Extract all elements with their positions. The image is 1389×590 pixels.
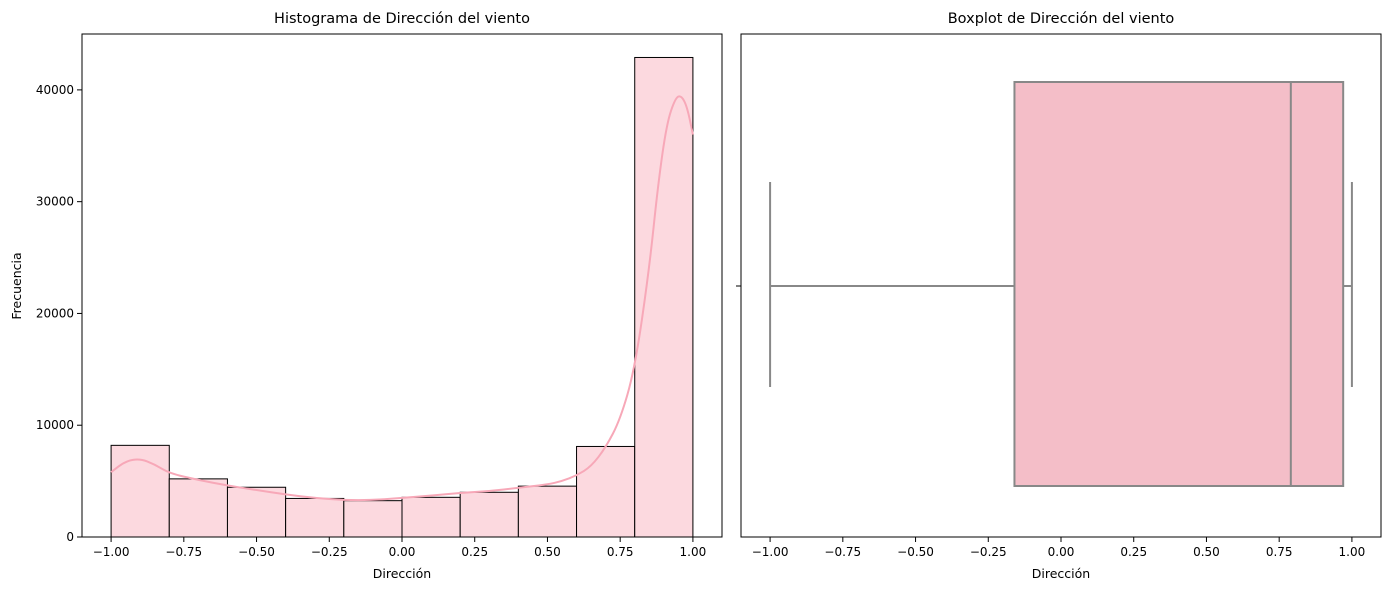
histogram-bar <box>401 496 461 538</box>
histogram-x-tick-label: 1.00 <box>680 545 707 559</box>
histogram-x-tick-label: −1.00 <box>93 545 130 559</box>
histogram-y-tick-label: 0 <box>66 530 74 544</box>
boxplot-x-axis-label: Dirección <box>1032 566 1090 581</box>
boxplot-x-tick-label: 0.25 <box>1120 545 1147 559</box>
histogram-y-tick-label: 20000 <box>36 306 74 320</box>
boxplot-x-tick-label: −0.50 <box>897 545 934 559</box>
histogram-bar <box>576 445 636 538</box>
histogram-bar <box>634 56 694 538</box>
boxplot-panel: Boxplot de Dirección del viento −1.00 −0.… <box>736 11 1382 581</box>
histogram-bar <box>168 478 228 538</box>
histogram-y-tick-label: 30000 <box>36 195 74 209</box>
histogram-panel: Histograma de Dirección del viento −1.00… <box>9 11 723 581</box>
histogram-kde-layer <box>110 95 694 502</box>
boxplot-x-tick-label: 0.00 <box>1048 545 1075 559</box>
histogram-x-tick-label: 0.25 <box>461 545 488 559</box>
boxplot-x-tick-label: −1.00 <box>752 545 789 559</box>
histogram-x-tick-label: 0.50 <box>534 545 561 559</box>
boxplot-x-tick-label: −0.25 <box>970 545 1007 559</box>
boxplot-title: Boxplot de Dirección del viento <box>948 11 1175 27</box>
histogram-x-ticks: −1.00 −0.75 −0.50 −0.25 0.00 0.25 0.50 0.75 1.00 <box>93 537 707 559</box>
boxplot-x-ticks: −1.00 −0.75 −0.50 −0.25 0.00 0.25 0.50 0.75 1.00 <box>752 537 1366 559</box>
histogram-y-ticks: 0 10000 20000 30000 40000 <box>36 83 82 544</box>
histogram-y-tick-label: 10000 <box>36 418 74 432</box>
histogram-bar <box>343 500 403 538</box>
boxplot-x-tick-label: 0.75 <box>1266 545 1293 559</box>
boxplot-layer <box>769 81 1353 487</box>
histogram-x-tick-label: −0.25 <box>311 545 348 559</box>
histogram-title: Histograma de Dirección del viento <box>274 11 530 27</box>
histogram-x-tick-label: 0.75 <box>607 545 634 559</box>
histogram-bar <box>226 486 287 538</box>
histogram-x-tick-label: −0.75 <box>165 545 202 559</box>
boxplot-x-tick-label: −0.75 <box>824 545 861 559</box>
histogram-x-axis-label: Dirección <box>373 566 431 581</box>
histogram-bar <box>517 485 578 538</box>
histogram-y-tick-label: 40000 <box>36 83 74 97</box>
histogram-x-tick-label: 0.00 <box>389 545 416 559</box>
histogram-x-tick-label: −0.50 <box>238 545 275 559</box>
histogram-bars-layer <box>110 56 694 538</box>
histogram-bar <box>459 491 519 538</box>
histogram-y-axis-label: Frecuencia <box>9 252 24 319</box>
boxplot-box <box>1013 81 1345 487</box>
boxplot-x-tick-label: 0.50 <box>1193 545 1220 559</box>
histogram-bar <box>285 497 345 538</box>
histogram-kde-line <box>110 95 694 502</box>
boxplot-x-tick-label: 1.00 <box>1339 545 1366 559</box>
